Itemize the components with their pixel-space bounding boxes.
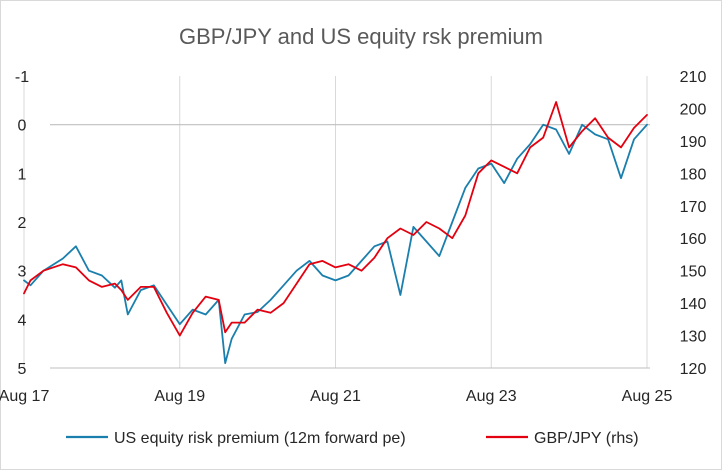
x-tick-label: Aug 23 (466, 388, 517, 405)
y-left-tick-label: 3 (18, 264, 27, 281)
y-right-tick-label: 210 (680, 69, 707, 86)
series-layer (23, 101, 648, 365)
y-left-tick-label: 4 (18, 312, 27, 329)
y-right-tick-label: 150 (680, 264, 707, 281)
y-right-tick-label: 160 (680, 231, 707, 248)
y-left-tick-label: 2 (18, 215, 27, 232)
legend-item-erp-label: US equity risk premium (12m forward pe) (114, 430, 406, 447)
y-left-tick-label: 5 (18, 361, 27, 378)
gbpjpy-series-line (23, 101, 648, 337)
y-right-tick-label: 140 (680, 296, 707, 313)
y-right-tick-label: 120 (680, 361, 707, 378)
y-left-tick-label: -1 (15, 69, 29, 86)
y-right-tick-label: 180 (680, 166, 707, 183)
x-tick-label: Aug 21 (310, 388, 361, 405)
x-tick-label: Aug 17 (0, 388, 49, 405)
chart-title: GBP/JPY and US equity rsk premium (179, 24, 543, 49)
x-tick-label: Aug 25 (622, 388, 673, 405)
y-left-tick-label: 1 (18, 166, 27, 183)
x-tick-label: Aug 19 (154, 388, 205, 405)
legend: US equity risk premium (12m forward pe) G… (66, 430, 639, 447)
y-left-tick-label: 0 (18, 118, 27, 135)
axis-layer: Aug 17 Aug 19 Aug 21 Aug 23 Aug 25 -1 0 1 2 3 4 5 21… (0, 69, 706, 405)
y-right-tick-label: 170 (680, 199, 707, 216)
y-right-tick-label: 190 (680, 134, 707, 151)
y-right-tick-label: 130 (680, 329, 707, 346)
y-right-tick-label: 200 (680, 101, 707, 118)
legend-item-gbpjpy-label: GBP/JPY (rhs) (534, 430, 639, 447)
